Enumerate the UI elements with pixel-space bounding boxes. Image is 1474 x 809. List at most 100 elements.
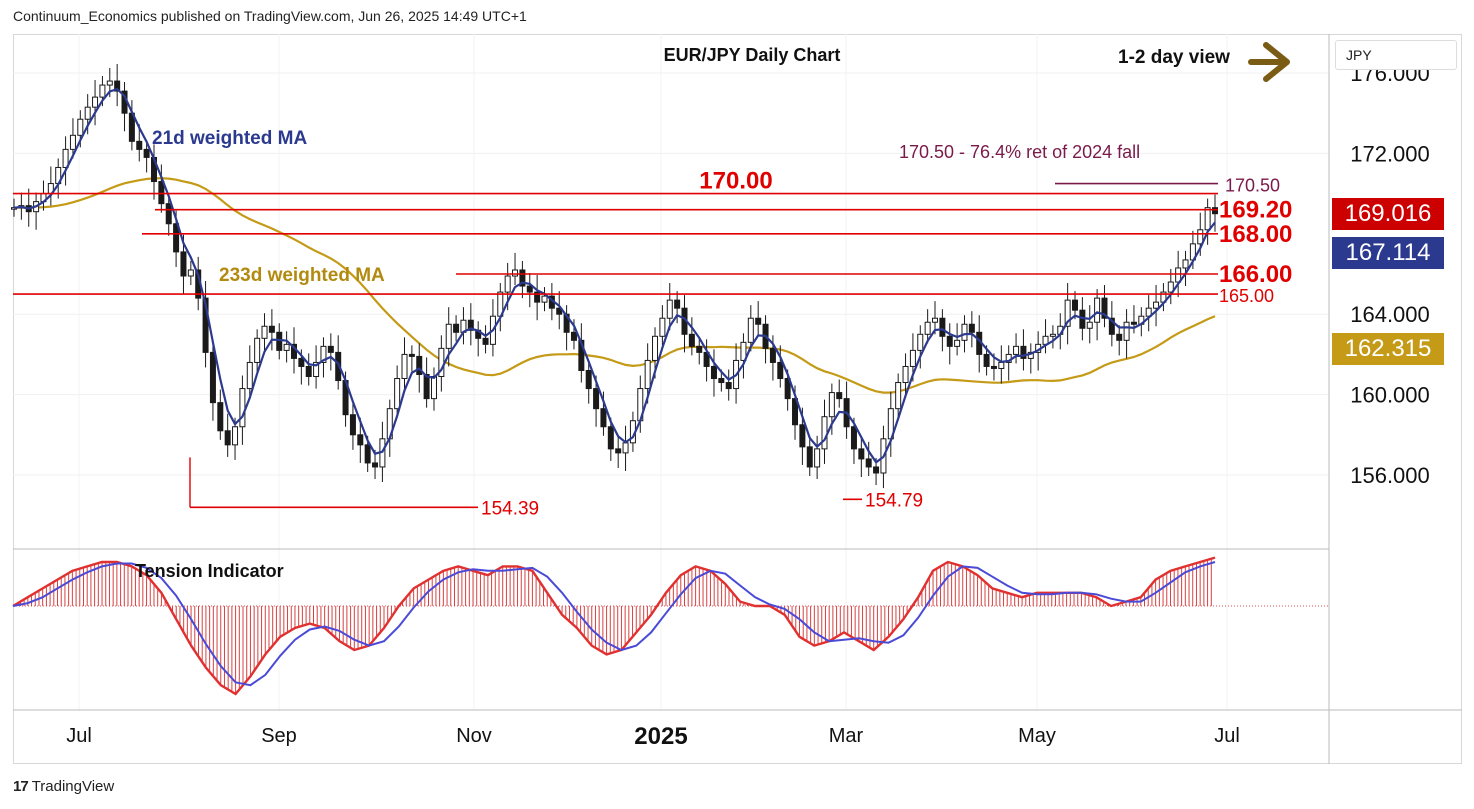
candle-body [165,203,172,225]
candle-body [143,148,150,158]
candle-body [909,349,916,367]
candle-body [92,96,99,108]
candle-body [821,416,828,450]
x-tick-label: Nov [456,725,492,747]
candle-body [578,339,585,371]
candle-body [335,351,342,382]
candle-body [1086,321,1093,329]
level-label: 165.00 [1219,286,1274,306]
wma21-line [13,87,1216,464]
candle-body [570,331,577,341]
candle-body [305,365,312,378]
tension-indicator-label: Tension Indicator [135,561,284,581]
chart-frame [13,34,1462,764]
candle-body [224,430,231,446]
candle-body [784,378,791,400]
y-tick-label: 172.000 [1350,141,1430,166]
candle-body [769,347,776,363]
candle-body [593,388,600,410]
candle-body [239,388,246,428]
candle-body [873,466,880,474]
candle-body [246,361,253,390]
candle-body [615,448,622,454]
candle-body [710,365,717,380]
candle-body [504,275,511,293]
candle-body [283,343,290,351]
candle-body [932,317,939,323]
indicator-slow-line [12,561,1216,687]
candle-body [954,339,961,347]
candle-body [792,398,799,426]
level-label: 168.00 [1219,221,1292,248]
candle-body [740,341,747,361]
wma233-price-tag: 162.315 [1332,333,1444,365]
candle-body [180,251,187,277]
candle-body [261,325,268,339]
candle-body [747,317,754,343]
candle-body [799,424,806,448]
candle-body [814,448,821,468]
candle-body [607,426,614,450]
publisher-header: Continuum_Economics published on Trading… [13,8,527,24]
candle-body [828,392,835,418]
candle-body [445,323,452,349]
candle-body [622,442,629,454]
candle-body [806,446,813,468]
currency-selector[interactable]: JPY [1335,40,1457,70]
candle-body [688,333,695,347]
candle-body [512,269,519,277]
candle-body [158,181,165,205]
candle-body [254,337,261,363]
wma21-label: 21d weighted MA [152,128,307,149]
candle-body [946,335,953,347]
candle-body [1064,299,1071,327]
chart-title: EUR/JPY Daily Chart [664,45,841,65]
candle-body [1101,297,1108,319]
level-label: 169.20 [1219,197,1292,224]
candle-body [1212,207,1218,215]
candle-body [268,325,275,333]
candle-body [430,376,437,400]
tradingview-logo-icon[interactable]: 17 [13,778,29,795]
candle-body [1013,345,1020,355]
x-tick-label: Mar [829,725,864,747]
candle-body [394,378,401,410]
candle-body [1094,297,1101,323]
last-price-tag: 169.016 [1332,198,1444,230]
candle-body [423,374,430,400]
candle-body [600,408,607,428]
footer-brand[interactable]: TradingView [31,778,115,795]
candle-body [217,402,224,432]
candle-body [895,382,902,410]
x-tick-label: 2025 [634,723,687,750]
candle-body [968,323,975,333]
level-label: 170.50 [1225,176,1280,196]
candle-body [585,369,592,390]
candle-body [136,140,143,150]
candle-body [1130,321,1137,325]
y-tick-label: 164.000 [1350,302,1430,327]
candle-body [556,307,563,315]
candle-body [725,382,732,390]
candle-body [84,106,91,120]
candle-body [541,295,548,303]
candle-body [77,118,84,136]
candle-body [674,299,681,309]
candle-body [961,323,968,341]
candle-body [408,353,415,357]
candle-body [652,335,659,361]
candle-body [644,359,651,390]
candle-body [349,414,356,436]
candle-body [482,337,489,345]
candle-body [534,291,541,303]
candle-body [327,345,334,353]
candle-body [357,434,364,446]
candle-body [276,331,283,351]
low-label: 154.79 [865,490,923,511]
candle-body [865,458,872,468]
level-label: 166.00 [1219,261,1292,288]
candle-body [69,134,76,150]
candle-body [850,426,857,450]
candle-body [453,323,460,333]
